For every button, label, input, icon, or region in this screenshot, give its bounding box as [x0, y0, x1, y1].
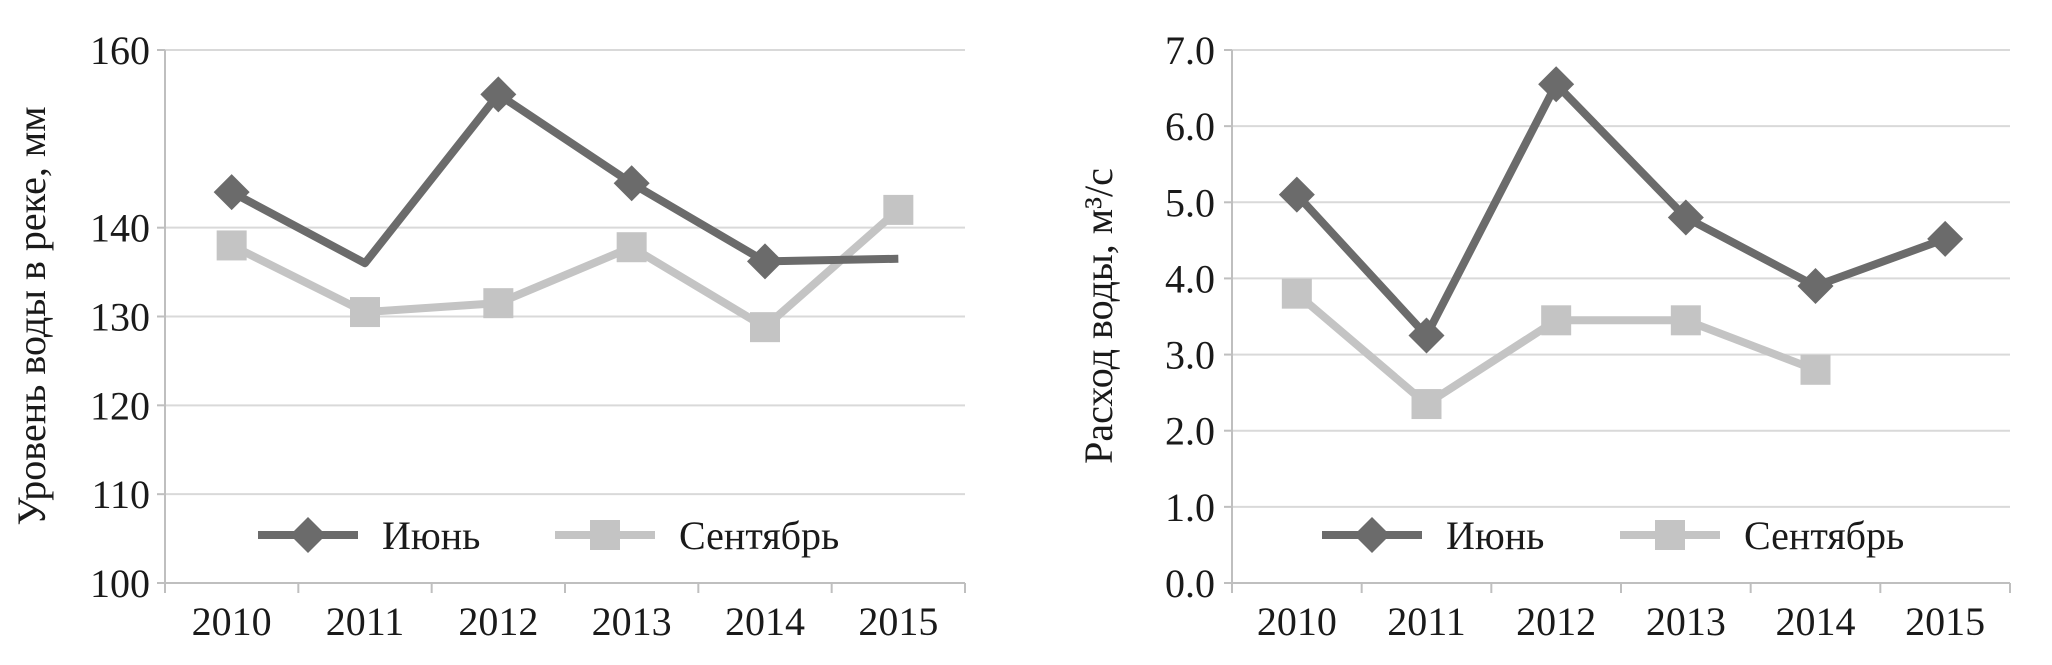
x-tick-label: 2015	[858, 599, 938, 644]
data-point	[480, 76, 517, 113]
legend-label: Сентябрь	[1744, 513, 1904, 558]
x-tick-label: 2010	[1257, 599, 1337, 644]
legend-label: Июнь	[1446, 513, 1544, 558]
data-point	[1281, 278, 1312, 309]
x-tick-label: 2015	[1905, 599, 1985, 644]
data-point	[747, 243, 783, 280]
data-point	[750, 312, 780, 343]
y-tick-label: 7.0	[1165, 28, 1215, 73]
data-point	[1670, 305, 1701, 336]
data-point	[1541, 305, 1572, 336]
data-point	[616, 232, 647, 263]
data-point	[1800, 354, 1831, 385]
legend: Июнь Сентябрь	[1322, 513, 1904, 558]
series-line	[229, 90, 899, 268]
data-point	[1411, 389, 1442, 420]
y-tick-label: 140	[90, 206, 150, 251]
legend-marker	[1354, 517, 1390, 553]
data-point	[1278, 176, 1315, 213]
legend-label: Июнь	[382, 513, 480, 558]
x-tick-label: 2012	[458, 599, 538, 644]
x-tick-label: 2012	[1516, 599, 1596, 644]
y-tick-label: 3.0	[1165, 333, 1215, 378]
x-tick-label: 2014	[725, 599, 805, 644]
data-point	[350, 297, 380, 328]
x-tick-label: 2011	[1387, 599, 1466, 644]
data-point	[1538, 66, 1575, 103]
y-tick-label: 130	[90, 295, 150, 340]
y-tick-label: 100	[90, 561, 150, 606]
data-point	[613, 165, 650, 202]
y-tick-label: 4.0	[1165, 256, 1215, 301]
legend-marker	[1655, 520, 1685, 550]
series-line	[229, 206, 901, 332]
y-tick-label: 5.0	[1165, 180, 1215, 225]
data-point	[1408, 317, 1445, 354]
data-point	[213, 174, 250, 211]
data-point	[483, 288, 514, 319]
data-point	[883, 194, 914, 225]
legend-label: Сентябрь	[679, 513, 839, 558]
data-point	[1667, 199, 1704, 236]
y-tick-label: 2.0	[1165, 409, 1215, 454]
y-axis-title: Уровень воды в реке, мм	[9, 106, 54, 525]
x-tick-label: 2011	[326, 599, 405, 644]
y-tick-label: 6.0	[1165, 104, 1215, 149]
legend-marker	[290, 517, 326, 553]
water-level-chart: 100 110 120 130 140 160 2010 2011 2012 2013 2014 20…	[9, 28, 966, 644]
x-tick-label: 2013	[592, 599, 672, 644]
x-tick-label: 2010	[192, 599, 272, 644]
legend: Июнь Сентябрь	[258, 513, 839, 558]
x-tick-label: 2013	[1646, 599, 1726, 644]
y-axis-title: Расход воды, м³/с	[1076, 168, 1121, 464]
y-tick-label: 0.0	[1165, 561, 1215, 606]
x-tick-label: 2014	[1776, 599, 1856, 644]
legend-marker	[590, 520, 620, 550]
data-point	[1797, 268, 1834, 305]
data-point	[216, 230, 247, 261]
data-point	[1927, 220, 1964, 257]
y-tick-label: 120	[90, 383, 150, 428]
water-discharge-chart: 0.0 1.0 2.0 3.0 4.0 5.0 6.0 7.0 2010 2011 2012 2013…	[1076, 28, 2011, 644]
y-tick-label: 110	[91, 472, 150, 517]
series-line	[1293, 80, 1947, 340]
y-tick-label: 1.0	[1165, 485, 1215, 530]
y-tick-label: 160	[90, 28, 150, 73]
